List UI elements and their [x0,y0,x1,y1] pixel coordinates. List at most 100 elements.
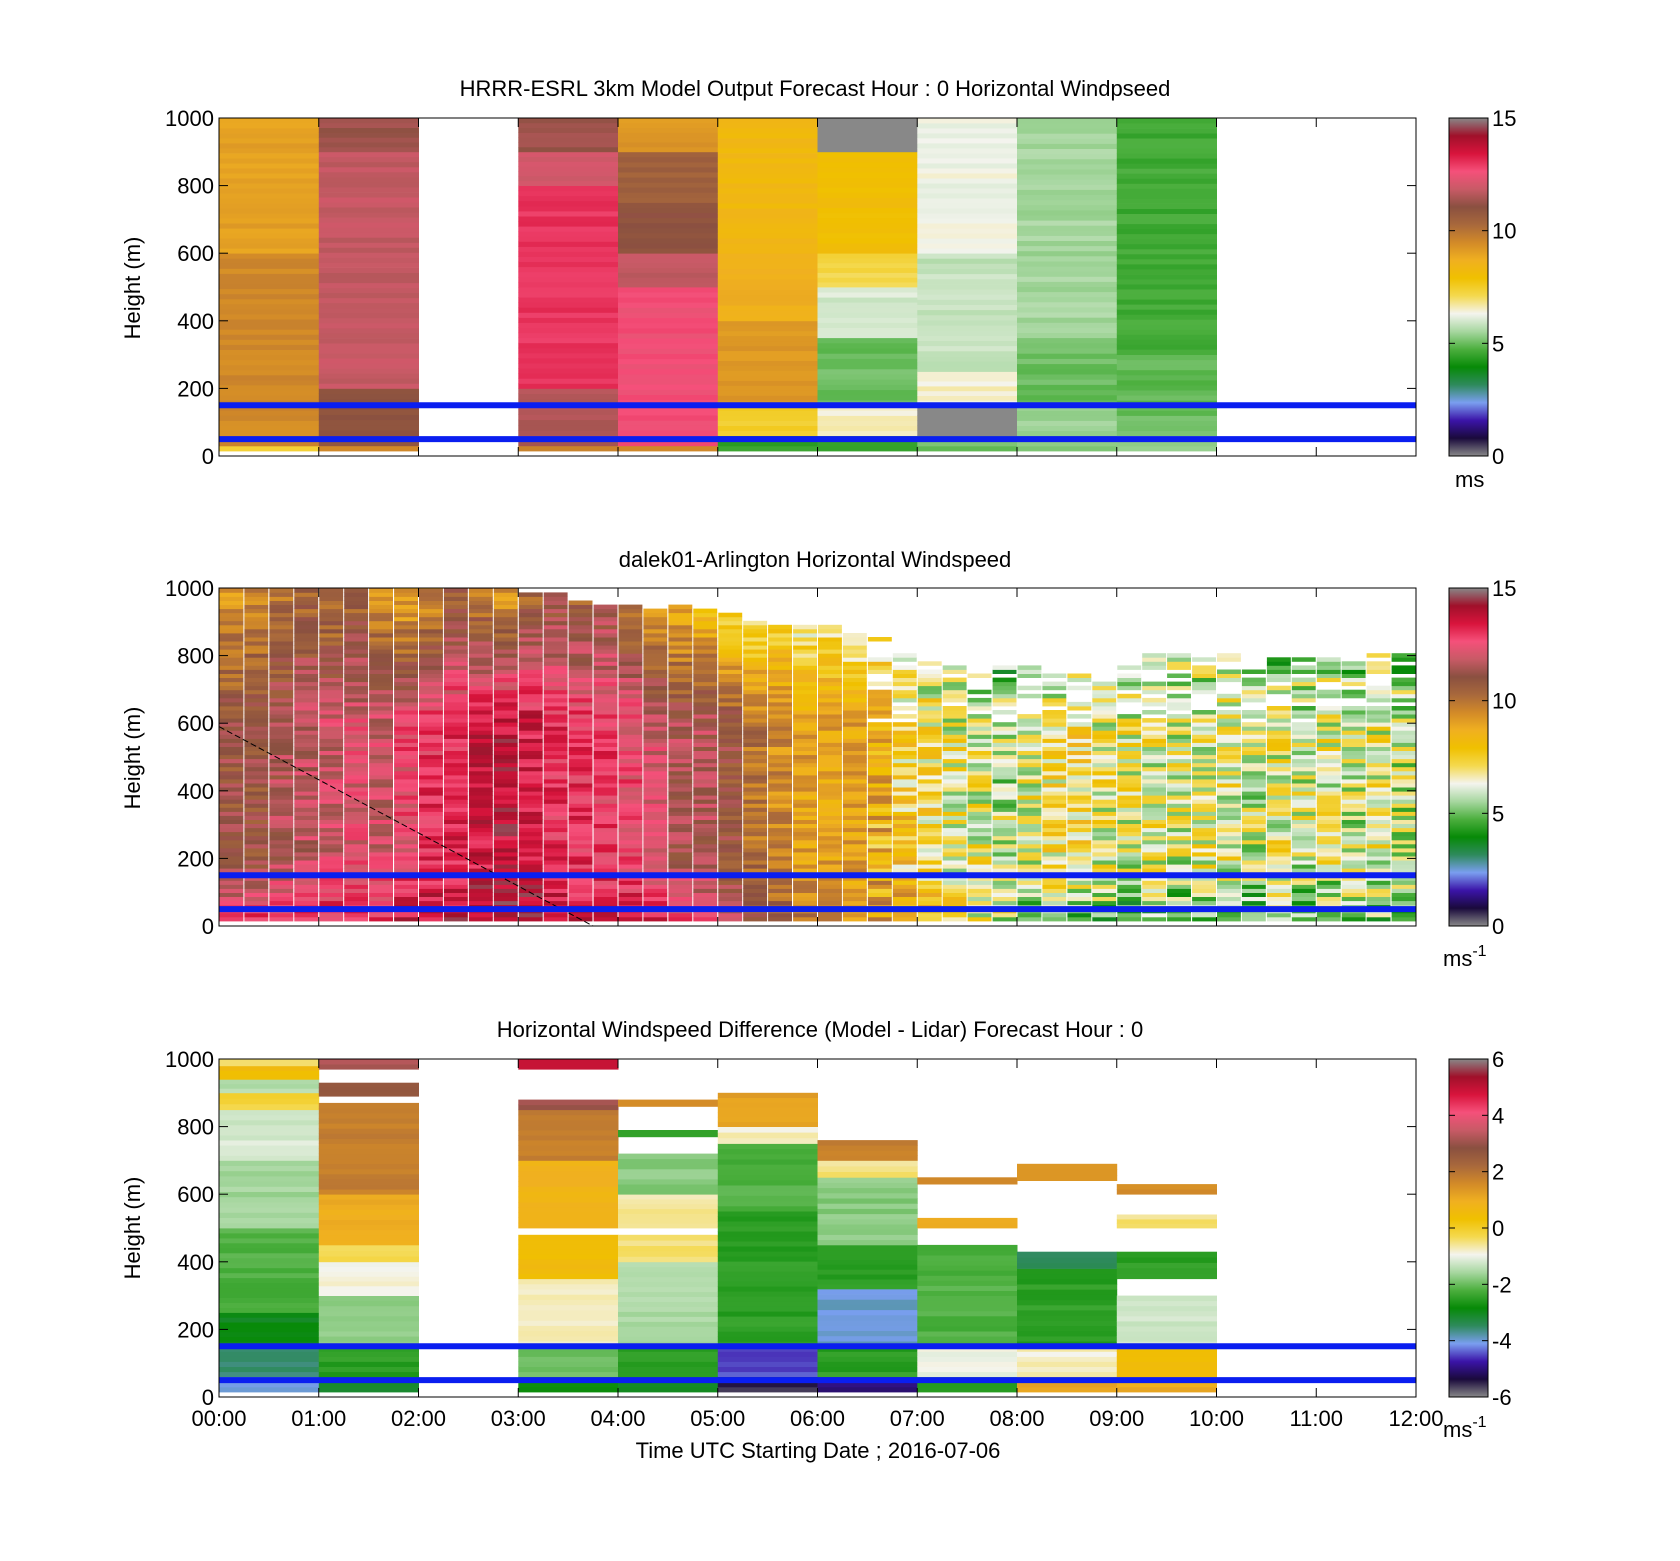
heatmap-cell [318,1082,419,1088]
heatmap-cell [219,900,244,906]
heatmap-cell [618,714,643,719]
heatmap-cell [568,657,593,662]
heatmap-cell [219,714,244,719]
heatmap-cell [892,884,917,889]
heatmap-cell [842,831,867,837]
heatmap-cell [318,1305,419,1312]
heatmap-cell [693,795,718,800]
heatmap-cell [219,1196,320,1203]
heatmap-cell [693,787,718,792]
heatmap-cell [543,645,568,650]
heatmap-cell [1116,1386,1217,1393]
heatmap-cell [294,742,319,747]
heatmap-cell [1391,746,1416,751]
heatmap-cell [294,693,319,699]
heatmap-cell [319,616,344,622]
heatmap-cell [992,758,1017,764]
ytick-label: 800 [177,644,214,669]
heatmap-cell [1167,839,1191,845]
heatmap-cell [344,819,369,824]
heatmap-cell [1341,811,1366,816]
heatmap-cell [992,888,1017,893]
heatmap-cell [344,706,369,711]
heatmap-cell [817,1177,918,1183]
heatmap-cell [269,633,294,638]
heatmap-cell [518,912,543,918]
heatmap-cell [1017,322,1118,328]
heatmap-cell [394,884,418,889]
heatmap-cell [443,864,468,869]
heatmap-cell [1116,133,1217,139]
heatmap-cell [543,774,568,780]
heatmap-cell [294,714,319,719]
heatmap-cell [1017,348,1118,354]
colorbar-gradient [1448,587,1489,927]
heatmap-cell [693,742,718,747]
heatmap-cell [717,1281,818,1287]
heatmap-cell [618,202,719,208]
heatmap-cell [768,706,792,711]
ytick-label: 0 [202,444,214,469]
heatmap-cell [518,795,543,800]
ytick-label: 200 [177,1317,214,1342]
panel-2-reference-lines [219,872,1416,913]
heatmap-cell [917,340,1018,347]
heatmap-cell [318,118,419,124]
heatmap-cell [1142,835,1167,841]
heatmap-cell [1241,819,1266,824]
heatmap-cell [917,1371,1018,1378]
heatmap-cell [743,754,768,760]
heatmap-cell [1266,799,1291,804]
heatmap-cell [892,876,917,881]
heatmap-cell [518,701,543,707]
heatmap-cell [318,287,419,294]
heatmap-cell [344,685,369,691]
heatmap-cell [419,799,443,804]
colorbar-tick-label: 10 [1492,219,1516,244]
heatmap-cell [419,827,443,833]
heatmap-cell [817,1239,918,1246]
heatmap-cell [1316,900,1341,906]
heatmap-cell [668,916,693,922]
heatmap-cell [344,722,369,727]
heatmap-cell [1316,669,1341,674]
heatmap-cell [543,815,568,820]
heatmap-cell [743,900,768,906]
heatmap-cell [593,689,618,695]
heatmap-cell [643,653,668,658]
heatmap-cell [917,718,942,723]
heatmap-cell [817,1381,918,1388]
heatmap-cell [1316,811,1341,816]
heatmap-cell [1017,795,1042,800]
heatmap-cell [219,374,320,381]
heatmap-cell [344,916,369,922]
heatmap-cell [1067,884,1092,889]
heatmap-cell [318,302,419,309]
heatmap-cell [817,192,918,198]
heatmap-cell [818,734,842,739]
heatmap-cell [244,827,269,833]
heatmap-cell [468,730,493,735]
heatmap-cell [593,803,618,808]
heatmap-cell [1341,665,1366,670]
heatmap-cell [344,726,369,731]
heatmap-cell [219,742,244,747]
heatmap-cell [917,1315,1018,1322]
heatmap-cell [1117,835,1142,841]
heatmap-cell [244,746,269,751]
heatmap-cell [1116,138,1217,144]
heatmap-cell [1291,799,1316,804]
heatmap-cell [693,819,718,824]
heatmap-cell [369,847,393,853]
heatmap-cell [717,178,818,184]
heatmap-cell [1116,445,1217,452]
heatmap-cell [718,633,743,638]
colorbar-tick-label: 4 [1492,1103,1504,1128]
heatmap-cell [593,916,618,922]
heatmap-cell [443,900,468,906]
heatmap-cell [419,770,443,776]
heatmap-cell [793,783,817,788]
heatmap-cell [743,657,768,662]
heatmap-cell [768,868,792,873]
heatmap-cell [219,1336,320,1342]
